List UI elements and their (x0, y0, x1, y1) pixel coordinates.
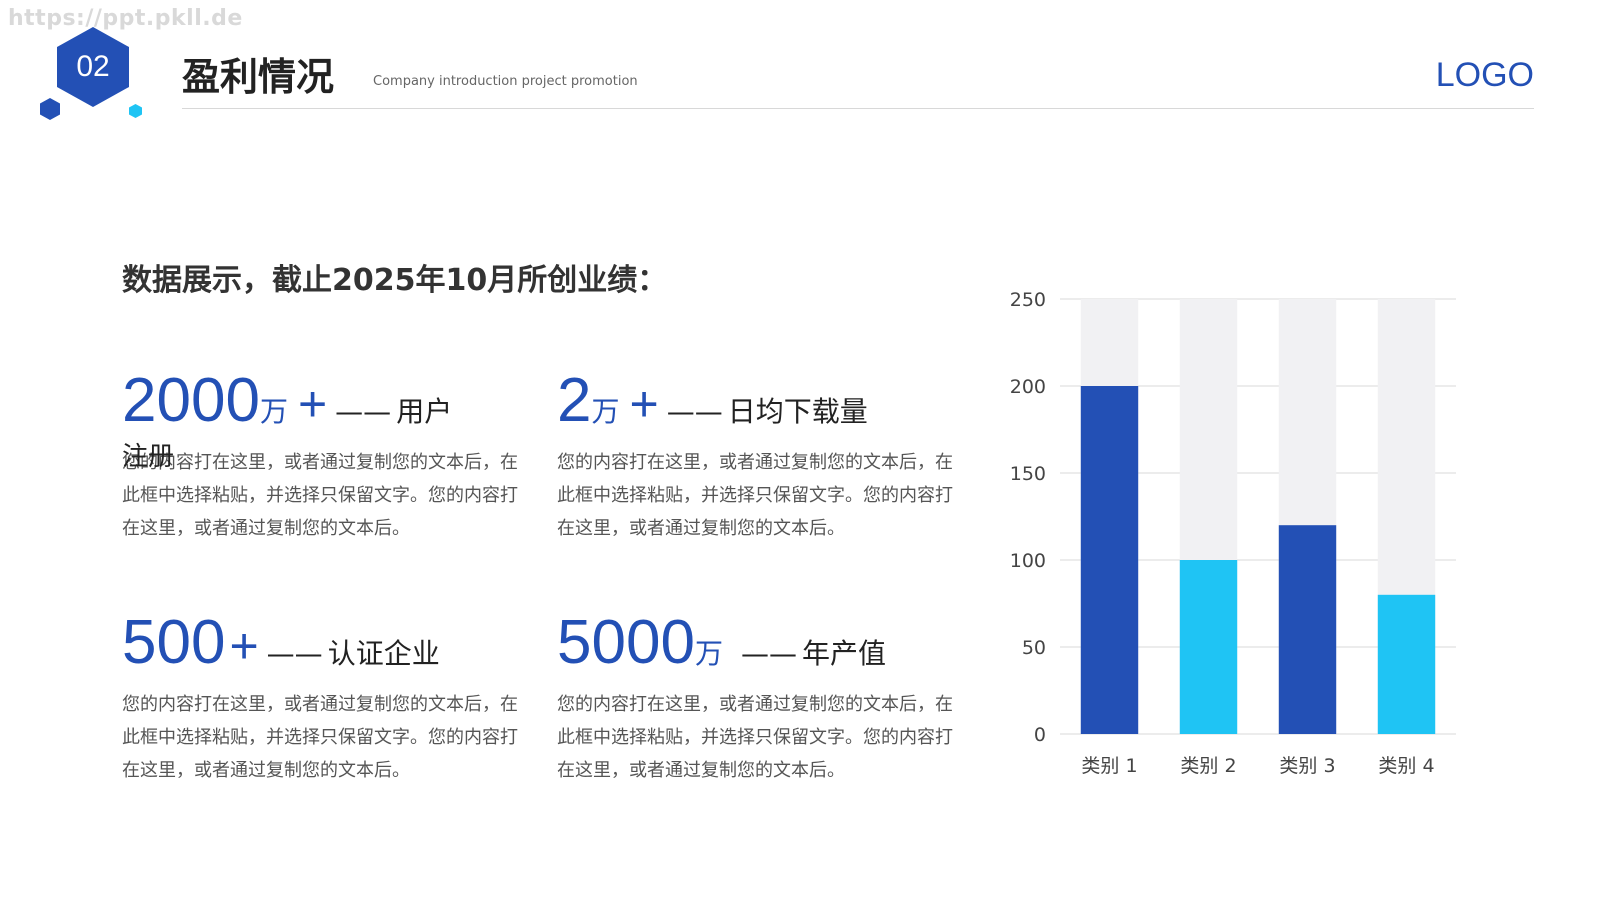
stat-description: 您的内容打在这里，或者通过复制您的文本后，在此框中选择粘贴，并选择只保留文字。您… (557, 452, 953, 539)
stat-users: 2000万 + —— 用户 注册 您的内容打在这里，或者通过复制您的文本后，在此框中… (122, 370, 518, 545)
y-tick-label: 150 (1010, 463, 1046, 485)
page-title: 盈利情况 (182, 55, 335, 99)
stat-plus: + (629, 376, 659, 432)
hexagon-small-decoration-icon (129, 104, 142, 118)
stat-annual-output: 5000万 —— 年产值 您的内容打在这里，或者通过复制您的文本后，在此框中选择粘… (557, 612, 953, 787)
stat-description: 您的内容打在这里，或者通过复制您的文本后，在此框中选择粘贴，并选择只保留文字。您… (557, 694, 953, 781)
stat-label: 年产值 (802, 637, 887, 670)
bar-chart: 0 50 100 150 200 250 类别 1 类别 2 类别 3 类别 4 (1010, 289, 1456, 777)
y-tick-label: 100 (1010, 550, 1046, 572)
bar-3 (1278, 525, 1337, 734)
stat-dash: —— (740, 637, 797, 670)
stat-description: 您的内容打在这里，或者通过复制您的文本后，在此框中选择粘贴，并选择只保留文字。您… (122, 452, 518, 539)
header-divider (182, 108, 1534, 109)
stat-description: 您的内容打在这里，或者通过复制您的文本后，在此框中选择粘贴，并选择只保留文字。您… (122, 694, 518, 781)
stat-number: 5000 (557, 608, 695, 677)
section-number-badge: 02 (57, 27, 129, 107)
page-subtitle: Company introduction project promotion (373, 74, 638, 89)
stat-label: 用户 (396, 395, 453, 428)
x-tick-label: 类别 1 (1081, 755, 1137, 777)
stat-unit: 万 (591, 395, 620, 428)
y-tick-label: 50 (1022, 637, 1046, 659)
bar-2 (1179, 560, 1238, 734)
x-tick-label: 类别 4 (1378, 755, 1434, 777)
y-tick-label: 200 (1010, 376, 1046, 398)
section-headline: 数据展示，截止2025年10月所创业绩： (122, 263, 668, 298)
stat-unit: 万 (259, 395, 288, 428)
bar-1 (1080, 386, 1139, 734)
stat-number: 2000 (122, 366, 260, 435)
stat-plus: + (297, 376, 328, 432)
stat-number: 2 (557, 366, 592, 435)
stat-unit: 万 (694, 637, 723, 670)
stat-dash: —— (266, 637, 323, 670)
x-tick-label: 类别 3 (1279, 755, 1335, 777)
watermark-url: https://ppt.pkll.de (8, 6, 243, 31)
stat-label: 日均下载量 (727, 395, 868, 428)
logo: LOGO (1435, 56, 1534, 94)
stat-daily-downloads: 2万 + —— 日均下载量 您的内容打在这里，或者通过复制您的文本后，在此框中选择粘… (557, 370, 953, 545)
stat-label-overflow: 注册 (122, 442, 175, 472)
stat-certified-companies: 500+ —— 认证企业 您的内容打在这里，或者通过复制您的文本后，在此框中选择粘… (122, 612, 518, 787)
hexagon-decoration-icon (40, 98, 60, 120)
bar-4 (1377, 594, 1436, 734)
stat-dash: —— (335, 395, 392, 428)
y-tick-label: 250 (1010, 289, 1046, 311)
stat-number: 500 (122, 608, 226, 677)
x-tick-label: 类别 2 (1180, 755, 1236, 777)
stat-dash: —— (666, 395, 723, 428)
section-number: 02 (76, 50, 110, 83)
stat-plus: + (229, 618, 259, 674)
y-tick-label: 0 (1034, 724, 1046, 746)
stat-label: 认证企业 (327, 637, 440, 670)
